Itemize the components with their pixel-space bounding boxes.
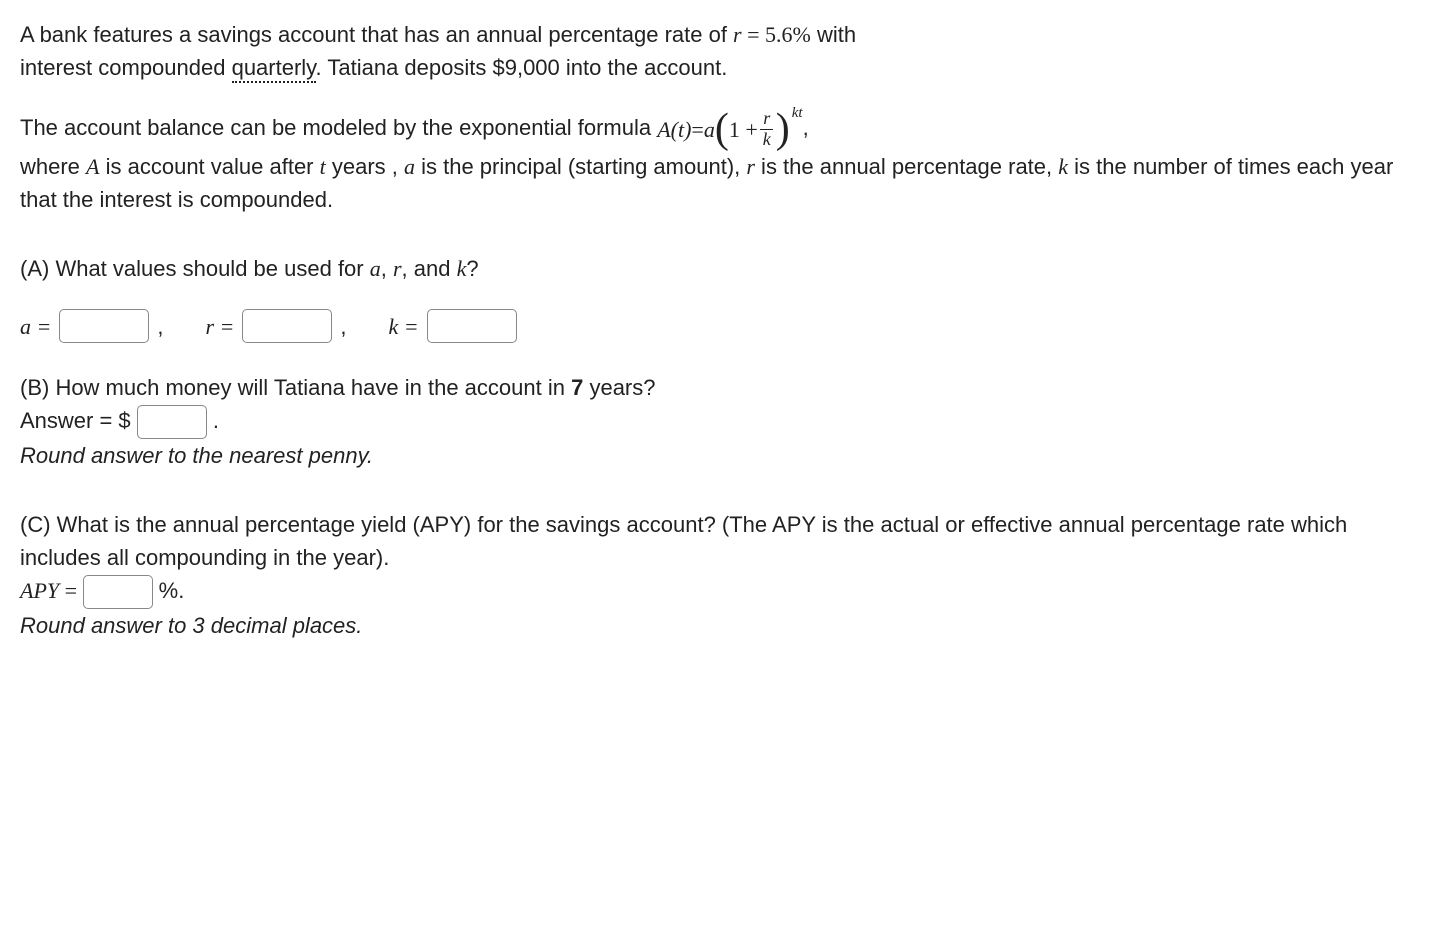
model-text-2e: is the annual percentage rate, [755,154,1058,179]
frac-num: r [760,109,773,130]
comma-1: , [157,310,163,343]
a-equals-label: a = [20,310,51,343]
exponent: kt [792,102,803,125]
pb-text2: years? [583,375,655,400]
var-A: A [86,154,99,179]
where-text: where [20,154,86,179]
quarterly-word: quarterly [232,55,316,83]
model-text-2d: is the principal (starting amount), [415,154,746,179]
pb-years: 7 [571,375,583,400]
comma-2: , [340,310,346,343]
input-apy[interactable] [83,575,153,609]
rparen: ) [776,108,790,150]
apy-label: APY [20,578,59,603]
fraction: r k [760,109,774,150]
lparen: ( [715,108,729,150]
apy-percent: %. [159,578,185,603]
answer-label: Answer = $ [20,408,131,433]
pb-period: . [213,408,219,433]
equals-1: = [742,22,765,47]
pc-prompt: (C) What is the annual percentage yield … [20,512,1347,570]
input-r[interactable] [242,309,332,343]
intro-text-2a: interest compounded [20,55,232,80]
formula-eq: = [691,113,703,146]
apy-eq: = [59,578,82,603]
formula: A(t) = a ( 1 + r k ) kt [657,108,802,150]
part-a-inputs-row: a = , r = , k = [20,309,1424,343]
model-paragraph: The account balance can be modeled by th… [20,108,1424,216]
input-answer-b[interactable] [137,405,207,439]
formula-a: a [704,113,715,146]
formula-At: A(t) [657,113,691,146]
formula-comma: , [803,115,809,140]
rate-value: 5.6% [765,22,811,47]
intro-text-1b: with [811,22,856,47]
pc-note: Round answer to 3 decimal places. [20,613,362,638]
input-k[interactable] [427,309,517,343]
intro-text-2b: . Tatiana deposits $9,000 into the accou… [316,55,728,80]
pa-a: a [370,256,381,281]
part-c-block: (C) What is the annual percentage yield … [20,508,1424,642]
var-a2: a [404,154,415,179]
frac-den: k [760,130,774,150]
model-text-2b: is account value after [100,154,320,179]
input-a[interactable] [59,309,149,343]
part-a-prompt: (A) What values should be used for a, r,… [20,252,1424,285]
pb-text: (B) How much money will Tatiana have in … [20,375,571,400]
part-b-prompt: (B) How much money will Tatiana have in … [20,371,1424,472]
var-r2: r [746,154,755,179]
pa-q: ? [466,256,478,281]
part-a-text: (A) What values should be used for [20,256,370,281]
pa-r: r [393,256,402,281]
pb-note: Round answer to the nearest penny. [20,443,373,468]
var-k2: k [1058,154,1068,179]
pa-sep2: , and [402,256,457,281]
model-text-1: The account balance can be modeled by th… [20,115,657,140]
intro-paragraph: A bank features a savings account that h… [20,18,1424,84]
pa-sep1: , [381,256,393,281]
k-equals-label: k = [389,310,419,343]
one-plus: 1 + [729,113,758,146]
r-equals-label: r = [205,310,234,343]
var-r: r [733,22,742,47]
pa-k: k [457,256,467,281]
model-text-2c: years , [326,154,404,179]
intro-text-1: A bank features a savings account that h… [20,22,733,47]
